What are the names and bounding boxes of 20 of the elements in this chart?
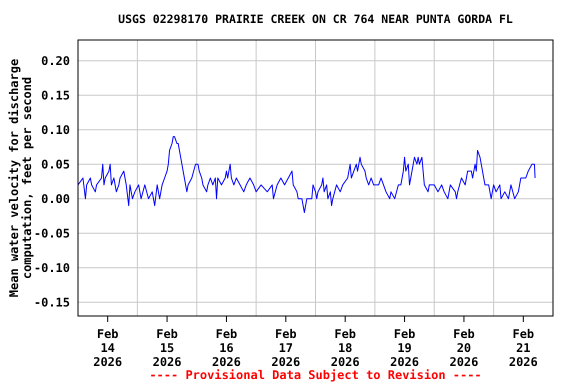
y-tick-label: -0.10 xyxy=(34,260,70,275)
x-tick-label: Feb 14 2026 xyxy=(93,327,122,369)
x-tick-label: Feb 21 2026 xyxy=(508,327,538,369)
x-tick-label: Feb 15 2026 xyxy=(152,327,182,369)
y-tick-label: -0.05 xyxy=(34,226,70,240)
y-tick-label: 0.20 xyxy=(41,54,70,68)
y-tick-label: 0.00 xyxy=(41,192,70,206)
y-tick-label: 0.10 xyxy=(41,122,70,137)
y-tick-label: 0.15 xyxy=(41,88,70,102)
chart-title: USGS 02298170 PRAIRIE CREEK ON CR 764 NEAR PUNTA GORDA FL xyxy=(118,12,513,26)
x-tick-label: Feb 20 2026 xyxy=(449,327,478,369)
x-tick-label: Feb 19 2026 xyxy=(390,327,420,369)
x-tick-label: Feb 18 2026 xyxy=(330,327,360,369)
x-tick-label: Feb 17 2026 xyxy=(271,327,300,369)
x-tick-label: Feb 16 2026 xyxy=(212,327,241,369)
y-tick-label: -0.15 xyxy=(34,295,70,310)
line-series xyxy=(78,136,536,213)
y-axis-title: Mean water velocity for discharge computation, feet per second xyxy=(7,58,34,298)
y-tick-label: 0.05 xyxy=(41,157,70,172)
text: ---- Provisional Data Subject to Revision ---- xyxy=(149,368,482,382)
